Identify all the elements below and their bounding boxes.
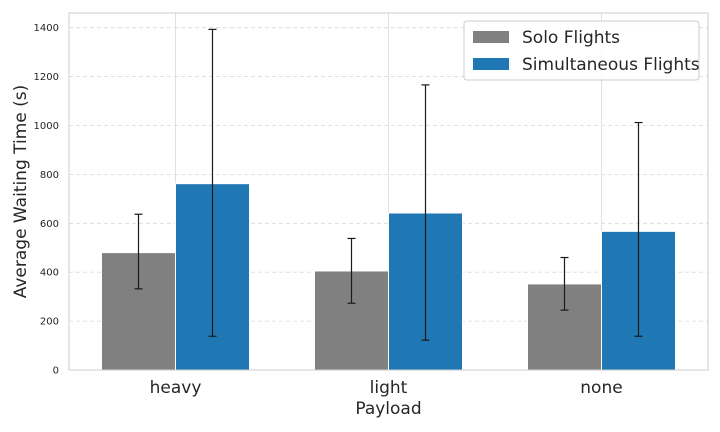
y-tick-label-200: 200	[40, 317, 59, 328]
y-axis-label: Average Waiting Time (s)	[11, 85, 31, 299]
error-bar-solo-light	[347, 237, 356, 304]
x-axis-label: Payload	[355, 399, 421, 419]
legend-item-solo: Solo Flights	[473, 28, 620, 48]
error-bar-solo-none	[560, 256, 569, 311]
legend-swatch	[473, 58, 509, 70]
error-bar-simultaneous-heavy	[208, 28, 217, 337]
error-bar-simultaneous-none	[634, 121, 643, 337]
legend-item-simultaneous: Simultaneous Flights	[473, 55, 700, 75]
y-tick-label-1000: 1000	[34, 121, 59, 132]
y-tick-label-0: 0	[53, 366, 59, 377]
x-tick-label-light: light	[370, 378, 408, 398]
legend: Solo Flights Simultaneous Flights	[463, 20, 700, 81]
legend-swatch	[473, 31, 509, 43]
legend-box	[463, 20, 700, 81]
error-bar-solo-heavy	[134, 213, 143, 290]
y-axis-ticks: 0 200 400 600 800 1000 1200 1400	[34, 23, 59, 376]
y-tick-label-400: 400	[40, 268, 59, 279]
y-tick-label-600: 600	[40, 219, 59, 230]
legend-label: Solo Flights	[522, 28, 620, 48]
x-axis-ticks: heavy light none	[150, 378, 623, 398]
error-bar-simultaneous-light	[421, 84, 430, 341]
y-tick-label-1200: 1200	[34, 72, 59, 83]
x-tick-label-none: none	[580, 378, 622, 398]
plot-frame	[68, 12, 709, 371]
error-bars	[134, 28, 643, 341]
x-tick-label-heavy: heavy	[150, 378, 202, 398]
y-tick-label-1400: 1400	[34, 23, 59, 34]
y-tick-label-800: 800	[40, 170, 59, 181]
legend-label: Simultaneous Flights	[522, 55, 700, 75]
